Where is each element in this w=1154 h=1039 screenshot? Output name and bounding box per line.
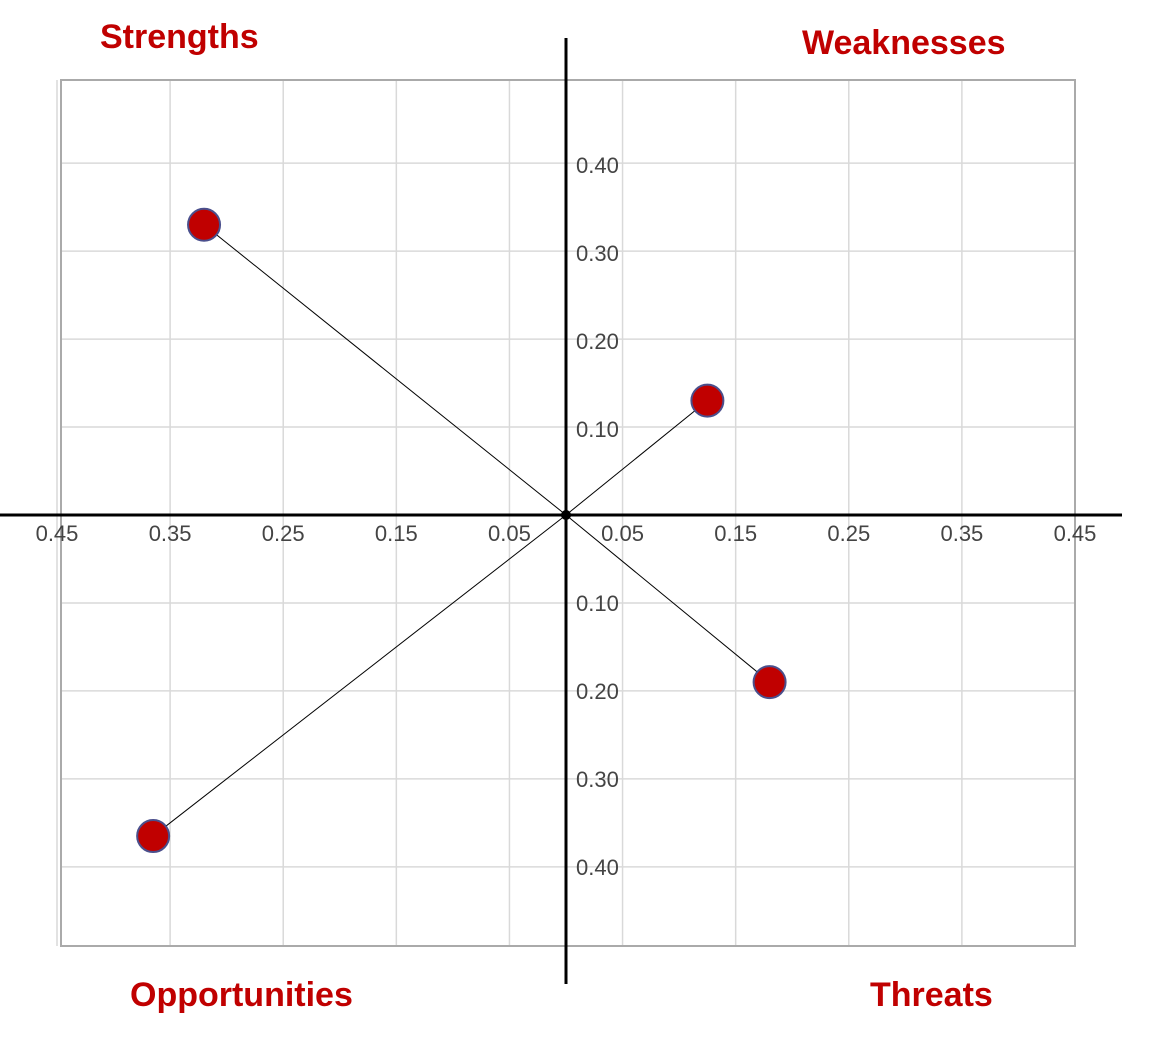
quadrant-label-strengths: Strengths: [100, 18, 259, 56]
y-tick-label: 0.40: [576, 153, 619, 178]
quadrant-label-threats: Threats: [870, 976, 993, 1014]
connector-strengths: [203, 224, 567, 516]
point-weaknesses: [690, 383, 725, 418]
connector-threats: [565, 514, 770, 683]
y-tick-label: 0.20: [576, 329, 619, 354]
origin-point: [561, 510, 571, 520]
y-tick-label: 0.10: [576, 591, 619, 616]
connector-lines: [152, 224, 770, 837]
x-tick-label: 0.25: [262, 521, 305, 546]
x-tick-label: 0.45: [36, 521, 79, 546]
quadrant-label-opportunities: Opportunities: [130, 976, 353, 1014]
data-points: [136, 207, 787, 854]
y-tick-label: 0.30: [576, 241, 619, 266]
x-tick-label: 0.05: [488, 521, 531, 546]
plot-frame: [60, 79, 1076, 947]
x-tick-label: 0.15: [714, 521, 757, 546]
grid-lines: [56, 80, 1076, 946]
x-tick-label: 0.45: [1054, 521, 1097, 546]
x-tick-label: 0.35: [149, 521, 192, 546]
y-tick-label: 0.10: [576, 417, 619, 442]
x-tick-label: 0.15: [375, 521, 418, 546]
x-tick-label: 0.25: [827, 521, 870, 546]
x-tick-label: 0.05: [601, 521, 644, 546]
tick-labels: 0.45 0.35 0.25 0.15 0.05 0.05 0.15 0.25 0.35 0.45…: [36, 153, 1097, 880]
quadrant-label-weaknesses: Weaknesses: [802, 24, 1006, 62]
point-opportunities: [136, 819, 171, 854]
connector-weaknesses: [565, 400, 708, 516]
x-tick-label: 0.35: [940, 521, 983, 546]
point-strengths: [187, 207, 222, 242]
point-threats: [752, 665, 787, 700]
y-tick-label: 0.40: [576, 855, 619, 880]
y-tick-label: 0.20: [576, 679, 619, 704]
connector-opportunities: [152, 514, 567, 837]
y-tick-label: 0.30: [576, 767, 619, 792]
